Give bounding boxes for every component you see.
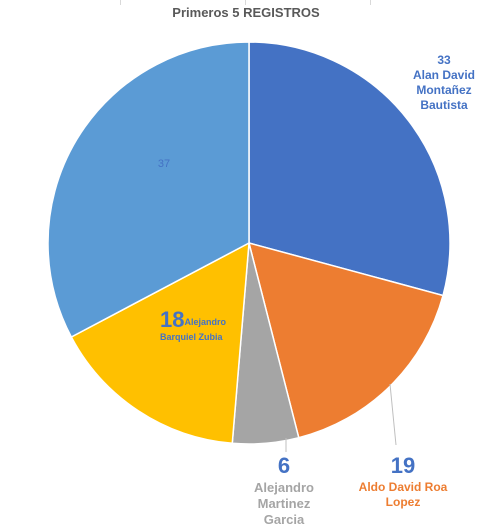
data-label-name: Alan David [404, 68, 484, 83]
data-label-value: 6 [244, 452, 324, 480]
data-label-name: Bautista [404, 98, 484, 113]
data-label-aldo: 19 Aldo David Roa Lopez [350, 452, 456, 510]
data-label-name: Alejandro [244, 480, 324, 496]
data-label-barquiel: 18Alejandro Barquiel Zubia [160, 306, 240, 343]
data-label-martinez: 6 Alejandro Martinez Garcia [244, 452, 324, 528]
data-label-name: Martinez [244, 496, 324, 512]
data-label-name: Montañez [404, 83, 484, 98]
data-label-value: 37 [150, 158, 178, 172]
data-label-value: 33 [404, 53, 484, 68]
data-label-last: 37 [150, 158, 178, 172]
leader-line [390, 384, 396, 445]
data-label-value: 18 [160, 307, 184, 332]
data-label-alan: 33 Alan David Montañez Bautista [404, 53, 484, 113]
data-label-name: Barquiel Zubia [160, 332, 240, 343]
data-label-name: Lopez [350, 495, 456, 510]
data-label-name: Aldo David Roa [350, 480, 456, 495]
data-label-value: 19 [350, 452, 456, 480]
data-label-name: Alejandro [184, 317, 226, 327]
data-label-name: Garcia [244, 512, 324, 528]
